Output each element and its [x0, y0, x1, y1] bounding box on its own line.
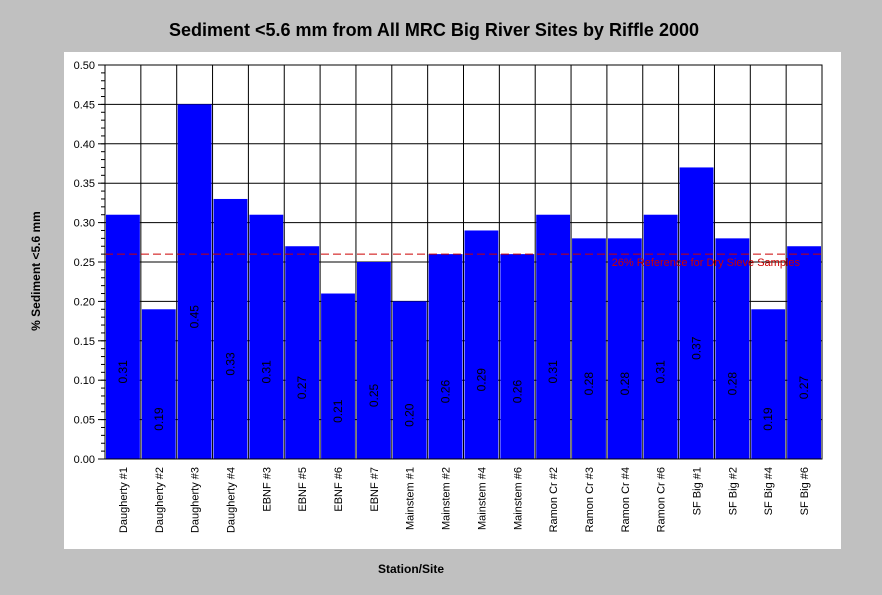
- x-tick-label: Mainstem #4: [476, 467, 488, 530]
- bar: [321, 293, 355, 459]
- bar: [464, 230, 499, 459]
- x-tick-label: Ramon Cr #6: [656, 467, 668, 532]
- bar: [536, 214, 571, 459]
- data-label: 0.19: [761, 407, 775, 431]
- x-tick-label: Mainstem #1: [405, 467, 417, 530]
- x-tick-label: Mainstem #6: [512, 467, 524, 530]
- data-label: 0.25: [367, 383, 381, 407]
- y-tick-label: 0.30: [74, 218, 95, 230]
- data-label: 0.27: [797, 376, 811, 400]
- data-label: 0.31: [116, 360, 130, 384]
- y-tick-label: 0.05: [74, 415, 95, 427]
- bar: [643, 214, 678, 459]
- chart-title: Sediment <5.6 mm from All MRC Big River …: [169, 20, 699, 40]
- x-axis-label: Station/Site: [378, 562, 444, 576]
- bar: [356, 262, 391, 459]
- y-tick-label: 0.25: [74, 257, 95, 269]
- data-label: 0.21: [331, 399, 345, 423]
- plot-frame: [104, 64, 823, 460]
- x-tick-label: EBNF #7: [369, 467, 381, 512]
- data-label: 0.20: [403, 403, 417, 427]
- bar: [500, 254, 535, 459]
- data-label: 0.27: [295, 376, 309, 400]
- bar: [106, 214, 140, 459]
- y-tick-label: 0.50: [74, 60, 95, 72]
- x-tick-label: Daugherty #3: [190, 467, 202, 533]
- bar: [177, 104, 212, 460]
- x-tick-label: Daugherty #2: [154, 467, 166, 533]
- x-tick-label: Ramon Cr #3: [584, 467, 596, 532]
- y-tick-label: 0.10: [74, 375, 95, 387]
- bar: [787, 246, 821, 459]
- data-label: 0.37: [690, 336, 704, 360]
- bar: [572, 238, 606, 459]
- x-tick-label: EBNF #3: [261, 467, 273, 512]
- y-tick-label: 0.00: [74, 454, 95, 466]
- y-tick-label: 0.35: [74, 178, 95, 190]
- x-tick-label: EBNF #6: [333, 467, 345, 512]
- bar: [428, 254, 463, 459]
- x-tick-label: SF Big #4: [763, 467, 775, 515]
- x-tick-label: Ramon Cr #4: [620, 467, 632, 532]
- y-tick-label: 0.45: [74, 99, 95, 111]
- reference-line-label: 26% Reference for Dry Sieve Samples: [612, 257, 801, 269]
- y-axis-label: % Sediment <5.6 mm: [29, 211, 43, 331]
- y-tick-label: 0.15: [74, 336, 95, 348]
- data-label: 0.26: [510, 380, 524, 404]
- x-tick-label: Ramon Cr #2: [548, 467, 560, 532]
- y-tick-label: 0.20: [74, 296, 95, 308]
- data-label: 0.45: [188, 305, 202, 329]
- data-label: 0.26: [439, 380, 453, 404]
- data-label: 0.19: [152, 407, 166, 431]
- data-label: 0.29: [474, 368, 488, 392]
- x-tick-label: Daugherty #1: [118, 467, 130, 533]
- bar: [249, 214, 284, 459]
- x-tick-label: EBNF #5: [297, 467, 309, 512]
- plot-area: 0.00 0.05 0.10 0.15 0.20 0.25 0.30 0.35 0.40 0.45…: [74, 60, 823, 533]
- data-label: 0.31: [654, 360, 668, 384]
- x-tick-label: Daugherty #4: [225, 467, 237, 533]
- data-label: 0.28: [725, 372, 739, 396]
- x-tick-label: SF Big #6: [799, 467, 811, 515]
- data-label: 0.28: [582, 372, 596, 396]
- bar: [715, 238, 750, 459]
- x-tick-label: Mainstem #2: [441, 467, 453, 530]
- data-label: 0.28: [618, 372, 632, 396]
- bar: [679, 167, 714, 459]
- x-tick-label: SF Big #1: [692, 467, 704, 515]
- bar: [392, 301, 427, 459]
- data-label: 0.31: [259, 360, 273, 384]
- bar: [607, 238, 642, 459]
- data-label: 0.31: [546, 360, 560, 384]
- bar: [213, 198, 248, 459]
- x-tick-label: SF Big #2: [727, 467, 739, 515]
- bar: [141, 309, 176, 459]
- bar: [285, 246, 320, 459]
- bar: [751, 309, 786, 459]
- y-tick-label: 0.40: [74, 139, 95, 151]
- data-label: 0.33: [223, 352, 237, 376]
